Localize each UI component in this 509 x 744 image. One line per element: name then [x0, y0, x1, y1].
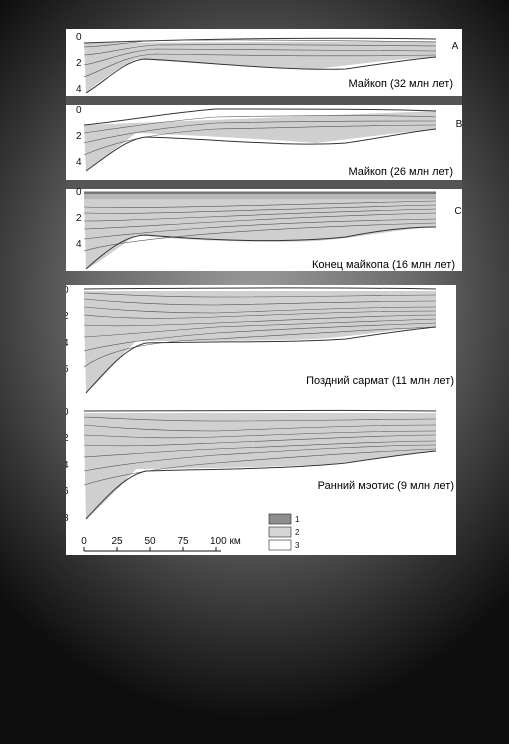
section-a-tick-0: 0: [76, 32, 82, 43]
section-maeotis-tick-8: 8: [66, 513, 69, 524]
legend-swatch-2: [268, 526, 292, 538]
section-c-letter: C: [454, 206, 461, 217]
figure-panel-bottom: 0 2 4 6 Поздний сармат (11 млн лет) 0 2 …: [63, 285, 456, 555]
scale-bar: 0 25 50 75 100 км: [81, 536, 241, 552]
section-a-tick-2: 2: [76, 58, 82, 69]
section-sarmat-tick-0: 0: [66, 285, 69, 296]
section-a-letter: A: [452, 41, 459, 52]
legend-label-2: 2: [295, 528, 300, 537]
section-b-caption: Майкоп (26 млн лет): [348, 166, 453, 178]
section-c-caption: Конец майкопа (16 млн лет): [312, 259, 455, 271]
figure-panel-top: 0 2 4 A Майкоп (32 млн лет) 0 2 4 B Майк…: [66, 29, 463, 271]
scale-tick-50: 50: [144, 536, 156, 547]
section-b-fill: [84, 111, 436, 171]
legend-swatch-1: [268, 513, 292, 525]
section-b-tick-4: 4: [76, 157, 82, 168]
section-early-maeotian: 0 2 4 6 8 Ранний мэотис (9 млн лет): [63, 407, 454, 524]
scale-tick-100: 100 км: [210, 536, 241, 547]
section-b-letter: B: [456, 119, 462, 130]
section-sarmat-tick-2: 2: [66, 311, 69, 322]
section-maeotis-tick-2: 2: [66, 433, 69, 444]
section-sarmat-tick-4: 4: [66, 338, 69, 349]
section-a: 0 2 4 A Майкоп (32 млн лет): [76, 32, 459, 95]
legend-swatch-3: [268, 539, 292, 551]
scale-tick-75: 75: [177, 536, 189, 547]
separator-b-c: [66, 180, 462, 189]
section-c-tick-4: 4: [76, 239, 82, 250]
section-late-sarmatian-fill: [84, 305, 436, 393]
section-b-tick-2: 2: [76, 131, 82, 142]
legend-label-3: 3: [295, 541, 300, 550]
section-b-tick-0: 0: [76, 105, 82, 116]
section-c-fill: [84, 199, 436, 269]
section-maeotis-tick-0: 0: [66, 407, 69, 418]
section-sarmat-tick-6: 6: [66, 364, 69, 375]
section-a-caption: Майкоп (32 млн лет): [348, 78, 453, 90]
section-c-tick-0: 0: [76, 187, 82, 198]
section-c-tick-2: 2: [76, 213, 82, 224]
section-sarmat-caption: Поздний сармат (11 млн лет): [306, 375, 454, 387]
legend-label-1: 1: [295, 515, 300, 524]
section-late-sarmatian: 0 2 4 6 Поздний сармат (11 млн лет): [63, 285, 454, 394]
section-maeotis-tick-6: 6: [66, 486, 69, 497]
section-a-tick-4: 4: [76, 84, 82, 95]
legend: 1 2 3: [268, 513, 300, 551]
section-maeotis-tick-4: 4: [66, 460, 69, 471]
section-b: 0 2 4 B Майкоп (26 млн лет): [76, 105, 463, 178]
separator-a-b: [66, 96, 462, 105]
scale-tick-0: 0: [81, 536, 87, 547]
section-maeotis-caption: Ранний мэотис (9 млн лет): [318, 480, 454, 492]
scale-tick-25: 25: [111, 536, 123, 547]
section-c: 0 2 4 C Конец майкопа (16 млн лет): [76, 187, 462, 271]
